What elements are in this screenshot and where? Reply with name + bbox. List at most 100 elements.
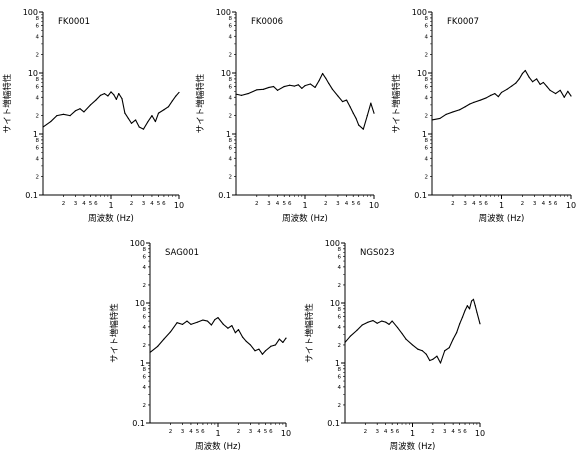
- y-tick-label: 100: [216, 8, 231, 17]
- data-point: [268, 86, 270, 89]
- x-tick-label: 2: [431, 429, 435, 435]
- data-point: [62, 113, 65, 115]
- x-tick-label: 2: [324, 201, 328, 207]
- y-minor-label: 4: [425, 95, 429, 101]
- y-axis-label: サイト増幅特性: [195, 73, 206, 133]
- data-point: [115, 98, 117, 100]
- x-tick-label: 4: [257, 429, 261, 435]
- data-point: [110, 91, 112, 93]
- x-tick-label: 6: [201, 429, 205, 435]
- data-point: [549, 89, 551, 91]
- y-minor-label: 6: [36, 85, 40, 91]
- x-tick-label: 5: [282, 201, 286, 207]
- data-point: [464, 106, 466, 108]
- data-point: [436, 355, 438, 357]
- data-point: [171, 100, 174, 102]
- data-point: [83, 111, 85, 113]
- data-point: [345, 99, 348, 101]
- data-point: [472, 298, 475, 300]
- data-point: [113, 94, 115, 96]
- y-minor-label: 6: [425, 24, 429, 30]
- x-tick-label: 5: [196, 429, 200, 435]
- x-tick-label: 2: [62, 201, 66, 207]
- y-minor-label: 8: [36, 77, 40, 83]
- y-minor-label: 8: [338, 247, 342, 253]
- data-point: [554, 92, 557, 95]
- y-minor-label: 2: [425, 175, 429, 181]
- data-point: [289, 84, 291, 86]
- y-minor-label: 6: [36, 24, 40, 30]
- x-tick-label: 5: [390, 429, 394, 435]
- data-point: [314, 86, 316, 89]
- y-minor-label: 8: [229, 77, 233, 83]
- data-point: [227, 327, 229, 329]
- panel-title: FK0007: [447, 17, 479, 27]
- y-minor-label: 6: [143, 254, 147, 260]
- panel-title: FK0001: [58, 17, 90, 27]
- y-tick-label: 100: [325, 239, 340, 248]
- data-point: [361, 324, 363, 326]
- y-minor-label: 4: [229, 95, 233, 101]
- y-minor-label: 4: [36, 95, 40, 101]
- y-minor-label: 6: [425, 85, 429, 91]
- data-point: [282, 341, 284, 344]
- x-tick-label: 4: [276, 201, 280, 207]
- data-point: [372, 319, 374, 322]
- data-point: [262, 88, 265, 90]
- x-tick-label: 10: [566, 201, 576, 210]
- y-minor-label: 2: [36, 53, 40, 59]
- data-point: [151, 115, 153, 117]
- data-point: [518, 78, 520, 80]
- data-point: [349, 106, 351, 108]
- y-minor-label: 2: [338, 403, 342, 409]
- x-tick-label: 5: [157, 201, 161, 207]
- data-point: [95, 99, 97, 101]
- x-tick-label: 4: [150, 201, 154, 207]
- y-minor-label: 8: [36, 16, 40, 22]
- data-point: [421, 350, 423, 352]
- x-tick-label: 1: [302, 201, 307, 210]
- y-minor-label: 2: [36, 114, 40, 120]
- x-tick-label: 4: [345, 201, 349, 207]
- series-line: [235, 72, 375, 130]
- data-point: [500, 91, 503, 94]
- data-point: [118, 92, 120, 95]
- y-minor-label: 6: [338, 254, 342, 260]
- x-tick-label: 2: [451, 201, 455, 207]
- data-point: [411, 344, 414, 346]
- x-tick-label: 6: [554, 201, 558, 207]
- y-minor-label: 2: [143, 343, 147, 349]
- data-point: [344, 341, 346, 344]
- data-point: [157, 345, 159, 347]
- x-tick-label: 2: [255, 201, 259, 207]
- data-point: [485, 97, 487, 99]
- data-point: [121, 98, 123, 100]
- x-axis-label: 周波数 (Hz): [282, 213, 328, 224]
- data-point: [479, 323, 481, 325]
- panel-title: NGS023: [360, 248, 395, 258]
- y-tick-label: 0.1: [327, 419, 340, 428]
- y-tick-label: 0.1: [132, 419, 145, 428]
- y-minor-label: 4: [425, 156, 429, 162]
- data-point: [206, 320, 209, 322]
- y-minor-label: 6: [229, 85, 233, 91]
- data-point: [373, 112, 375, 114]
- data-point: [142, 128, 145, 130]
- x-tick-label: 2: [521, 201, 525, 207]
- x-tick-label: 3: [533, 201, 537, 207]
- data-point: [439, 362, 442, 364]
- data-point: [448, 347, 450, 349]
- data-point: [89, 104, 92, 106]
- y-minor-label: 8: [425, 77, 429, 83]
- y-minor-label: 2: [229, 175, 233, 181]
- data-point: [234, 332, 236, 334]
- data-point: [74, 110, 77, 112]
- data-point: [466, 305, 468, 307]
- data-point: [283, 85, 285, 88]
- data-point: [190, 323, 192, 325]
- data-point: [130, 122, 133, 124]
- x-tick-label: 3: [443, 429, 447, 435]
- y-axis-label: サイト増幅特性: [391, 73, 402, 133]
